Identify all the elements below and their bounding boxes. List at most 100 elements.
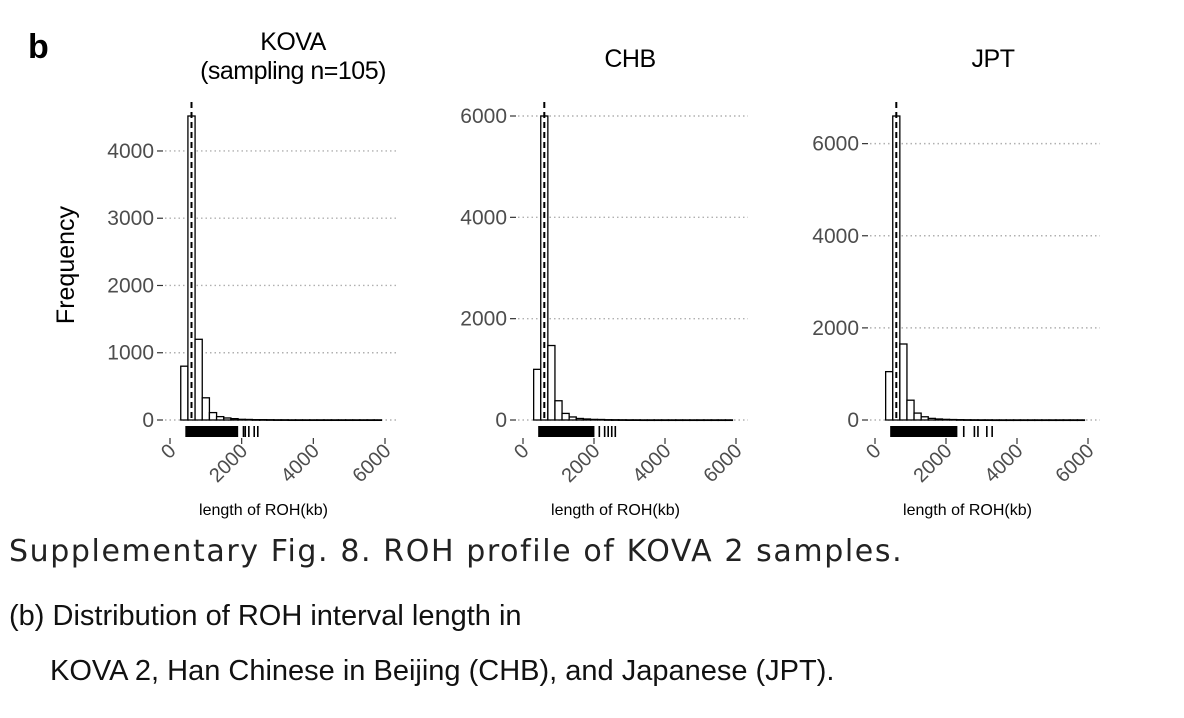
panel-2: JPT 0 2000 4000 6000 0 2000 4000 6000 length of R… [812,45,1100,519]
x-tick-label: 4000 [981,440,1028,487]
histogram-bar [611,419,620,421]
y-tick-label: 4000 [812,225,859,248]
histogram-bar [689,419,698,422]
histogram-bar [287,419,297,422]
histogram-bar [941,418,951,421]
histogram-bar [301,419,311,422]
histogram-bar [934,418,944,421]
x-axis-label: length of ROH(kb) [903,502,1032,519]
rug-plot [890,426,993,437]
histogram-bar [280,419,289,421]
histogram-bar [956,419,965,421]
histogram-bar [273,419,282,421]
x-tick-label: 6000 [349,440,396,487]
histogram-bar [230,418,239,421]
histogram-bar [885,370,894,421]
histogram-bar [913,412,922,421]
y-tick-label: 3000 [107,207,154,230]
y-tick-label: 0 [847,409,859,432]
histogram-bar [596,418,606,421]
histogram-bar [1055,419,1064,422]
x-tick-label: 6000 [700,440,747,487]
histogram-panels: KOVA(sampling n=105) 0 1000 2000 3000 4000 0 20… [107,28,1100,519]
histogram-bar [337,419,347,422]
histogram-bar [266,419,275,421]
histogram-bar [639,419,648,422]
histogram-bar [984,419,993,422]
histogram-bar [1062,419,1071,422]
panel-title: CHB [604,45,655,73]
roh-histogram-figure: b Frequency KOVA(sampling n=105) 0 1000 200… [28,28,1100,519]
histogram-bar [366,419,375,422]
x-axis-label: length of ROH(kb) [551,502,680,519]
y-tick-label: 2000 [107,274,154,297]
x-tick-label: 2000 [205,440,252,487]
histogram-bar [194,338,203,421]
histogram-bar [1005,419,1015,422]
histogram-bar [575,417,584,421]
y-tick-label: 2000 [460,308,507,331]
x-tick-label: 2000 [558,440,605,487]
histogram-bar [675,419,684,422]
x-tick-label: 0 [157,440,180,463]
figure-caption-title: Supplementary Fig. 8. ROH profile of KOV… [9,534,904,569]
y-tick-label: 0 [495,409,507,432]
histogram-bar [1048,419,1057,422]
histogram-bar [682,419,691,422]
histogram-bar [717,419,726,422]
histogram-bar [533,368,542,421]
histogram-bar [710,419,719,422]
histogram-bar [359,419,368,422]
histogram-bar [646,419,655,422]
histogram-bar [1019,419,1029,422]
histogram-bar [237,418,246,421]
y-tick-label: 6000 [460,105,507,128]
histogram-bar [696,419,705,422]
histogram-bar [899,343,908,421]
panel-title: JPT [972,45,1015,73]
histogram-bar [208,411,218,421]
x-tick-label: 4000 [629,440,676,487]
histogram-bar [906,399,915,421]
histogram-bar [244,418,254,421]
panel-0: KOVA(sampling n=105) 0 1000 2000 3000 4000 0 20… [107,28,397,519]
y-tick-label: 4000 [460,206,507,229]
histogram-bar [323,419,332,422]
histogram-bar [547,344,556,421]
x-tick-label: 4000 [277,440,324,487]
histogram-bar [927,417,936,421]
panel-letter: b [28,28,49,66]
histogram-bar [618,419,627,421]
histogram-bar [948,418,958,421]
histogram-bar [309,419,318,422]
histogram-bar [554,400,563,421]
histogram-bar [632,419,641,421]
histogram-bar [1027,419,1036,422]
histogram-bar [330,419,340,422]
x-tick-label: 0 [510,440,533,463]
histogram-bar [1069,419,1078,422]
histogram-bar [1076,419,1086,422]
histogram-bar [258,419,268,421]
histogram-bar [724,419,734,422]
histogram-bar [920,416,929,421]
rug-plot [185,426,259,437]
histogram-bar [703,419,712,422]
histogram-bar [223,417,232,421]
panel-1: CHB 0 2000 4000 6000 0 2000 4000 6000 length of R… [460,45,748,519]
histogram-bar [977,419,986,422]
x-axis-label: length of ROH(kb) [199,502,328,519]
x-tick-label: 0 [862,440,885,463]
histogram-bar [373,419,383,422]
y-tick-label: 6000 [812,133,859,156]
histogram-bar [1012,419,1022,422]
y-tick-label: 4000 [107,140,154,163]
histogram-bar [215,415,225,421]
x-tick-label: 6000 [1052,440,1099,487]
rug-plot [538,426,617,437]
histogram-bar [667,419,677,422]
histogram-bar [344,419,354,422]
histogram-bar [561,412,570,421]
histogram-bar [991,419,1000,422]
histogram-bar [653,419,663,422]
